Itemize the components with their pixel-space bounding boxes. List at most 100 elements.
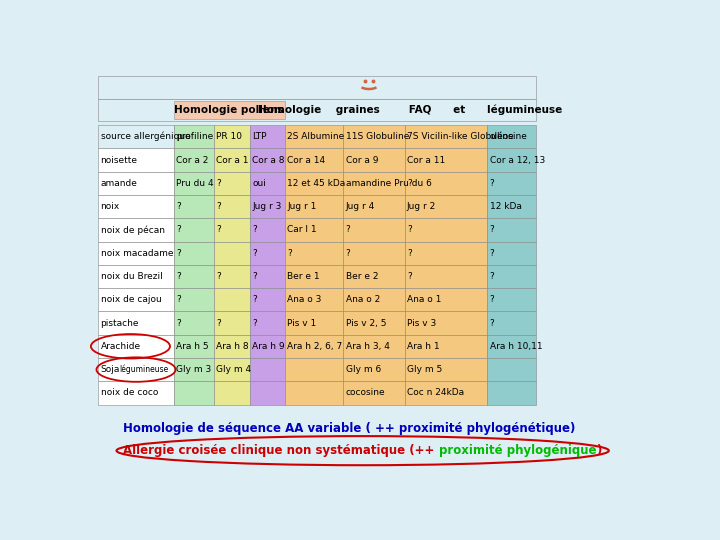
Text: Homologie    graines        FAQ      et      légumineuse: Homologie graines FAQ et légumineuse: [258, 105, 563, 115]
Bar: [405, 172, 487, 195]
Bar: [250, 195, 284, 218]
Text: ?: ?: [346, 248, 351, 258]
Text: noix de cajou: noix de cajou: [101, 295, 161, 304]
Bar: [99, 172, 174, 195]
Bar: [405, 148, 487, 172]
Bar: [174, 358, 214, 381]
Bar: [487, 381, 536, 404]
Text: ?: ?: [253, 295, 257, 304]
Text: ?: ?: [407, 225, 412, 234]
Bar: [99, 381, 174, 404]
Bar: [250, 125, 284, 148]
Text: Cor a 14: Cor a 14: [287, 156, 325, 165]
Text: Ara h 2, 6, 7: Ara h 2, 6, 7: [287, 342, 342, 351]
Bar: [214, 218, 250, 241]
Text: ?: ?: [176, 319, 181, 328]
Text: noix du Brezil: noix du Brezil: [101, 272, 162, 281]
Text: 12 kDa: 12 kDa: [490, 202, 521, 211]
Bar: [214, 125, 250, 148]
Bar: [214, 195, 250, 218]
Text: ?: ?: [176, 272, 181, 281]
Bar: [99, 265, 174, 288]
Text: Gly m 5: Gly m 5: [407, 365, 442, 374]
Bar: [214, 172, 250, 195]
Text: 7S Vicilin-like Globuline: 7S Vicilin-like Globuline: [407, 132, 513, 141]
Text: Ara h 5: Ara h 5: [176, 342, 209, 351]
Text: ?: ?: [490, 179, 494, 188]
Text: 12 et 45 kDa: 12 et 45 kDa: [287, 179, 345, 188]
Bar: [405, 312, 487, 335]
Bar: [487, 195, 536, 218]
Text: Pis v 1: Pis v 1: [287, 319, 316, 328]
Text: ?: ?: [176, 225, 181, 234]
Bar: [174, 195, 214, 218]
Text: Cor a 12, 13: Cor a 12, 13: [490, 156, 545, 165]
Text: ?: ?: [346, 225, 351, 234]
Text: Ana o 3: Ana o 3: [287, 295, 321, 304]
Text: amandine Pru du 6: amandine Pru du 6: [346, 179, 431, 188]
Text: ?: ?: [407, 272, 412, 281]
Text: Ara h 8: Ara h 8: [216, 342, 248, 351]
Bar: [174, 218, 214, 241]
Text: Cor a 2: Cor a 2: [176, 156, 208, 165]
Bar: [174, 172, 214, 195]
Bar: [99, 312, 174, 335]
Bar: [343, 288, 405, 312]
Text: ?: ?: [253, 225, 257, 234]
Bar: [99, 358, 174, 381]
Text: ?: ?: [253, 319, 257, 328]
Bar: [284, 288, 343, 312]
Text: Jug r 1: Jug r 1: [287, 202, 316, 211]
Bar: [284, 148, 343, 172]
Bar: [343, 195, 405, 218]
Bar: [405, 265, 487, 288]
Text: ?: ?: [490, 295, 494, 304]
Bar: [405, 241, 487, 265]
Bar: [99, 218, 174, 241]
Text: ?: ?: [216, 272, 221, 281]
Bar: [214, 241, 250, 265]
Text: noix de pécan: noix de pécan: [101, 225, 165, 234]
Text: pistache: pistache: [101, 319, 139, 328]
Bar: [487, 241, 536, 265]
Text: ?: ?: [490, 248, 494, 258]
Bar: [343, 218, 405, 241]
Text: amande: amande: [101, 179, 138, 188]
Bar: [214, 148, 250, 172]
Text: noix de coco: noix de coco: [101, 388, 158, 397]
Bar: [99, 288, 174, 312]
Text: 2S Albumine: 2S Albumine: [287, 132, 344, 141]
Bar: [343, 335, 405, 358]
Text: ?: ?: [253, 248, 257, 258]
Text: Arachide: Arachide: [101, 342, 140, 351]
Bar: [250, 335, 284, 358]
Bar: [284, 241, 343, 265]
Text: Ber e 1: Ber e 1: [287, 272, 320, 281]
Bar: [174, 381, 214, 404]
Text: source allergénique: source allergénique: [101, 132, 190, 141]
Text: proximité phylogénique: proximité phylogénique: [439, 444, 596, 457]
Text: noisette: noisette: [101, 156, 138, 165]
Bar: [487, 172, 536, 195]
Bar: [405, 358, 487, 381]
Bar: [343, 265, 405, 288]
Bar: [343, 312, 405, 335]
Bar: [284, 358, 343, 381]
Bar: [214, 358, 250, 381]
Text: Homologie de séquence AA variable ( ++ proximité phylogénétique): Homologie de séquence AA variable ( ++ p…: [124, 422, 576, 435]
Text: Gly m 3: Gly m 3: [176, 365, 211, 374]
Text: Cor a 9: Cor a 9: [346, 156, 378, 165]
Bar: [99, 125, 174, 148]
Text: ?: ?: [176, 248, 181, 258]
Bar: [250, 218, 284, 241]
Text: oui: oui: [253, 179, 266, 188]
Bar: [284, 335, 343, 358]
Text: Car l 1: Car l 1: [287, 225, 317, 234]
Text: ?: ?: [490, 225, 494, 234]
Text: Allergie croisée clinique non systématique (++: Allergie croisée clinique non systématiq…: [124, 444, 439, 457]
Bar: [284, 265, 343, 288]
Bar: [405, 125, 487, 148]
Bar: [250, 241, 284, 265]
Text: ?: ?: [253, 272, 257, 281]
Text: Ara h 10,11: Ara h 10,11: [490, 342, 542, 351]
